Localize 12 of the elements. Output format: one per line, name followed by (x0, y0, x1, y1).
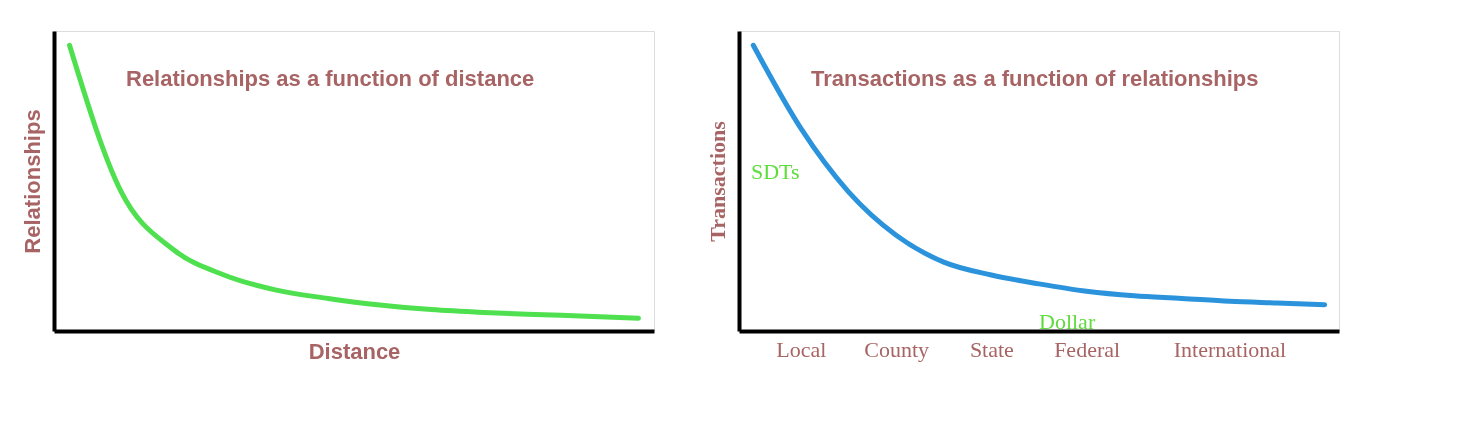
x-tick-label: Local (776, 336, 827, 362)
text: Relationships as a function of distance (126, 66, 535, 91)
x-tick-label: Federal (1054, 336, 1121, 362)
annotation: Dollar (1039, 309, 1096, 334)
y-axis-title: Relationships (19, 109, 45, 254)
x-tick-label: International (1173, 336, 1287, 362)
y-axis-title: Transactions (704, 120, 730, 242)
x-axis-title: Distance (308, 338, 401, 364)
x-tick-label: State (969, 336, 1014, 362)
annotation: SDTs (751, 159, 800, 184)
text: Transactions as a function of relationships (811, 66, 1259, 91)
x-tick-label: County (864, 336, 930, 362)
